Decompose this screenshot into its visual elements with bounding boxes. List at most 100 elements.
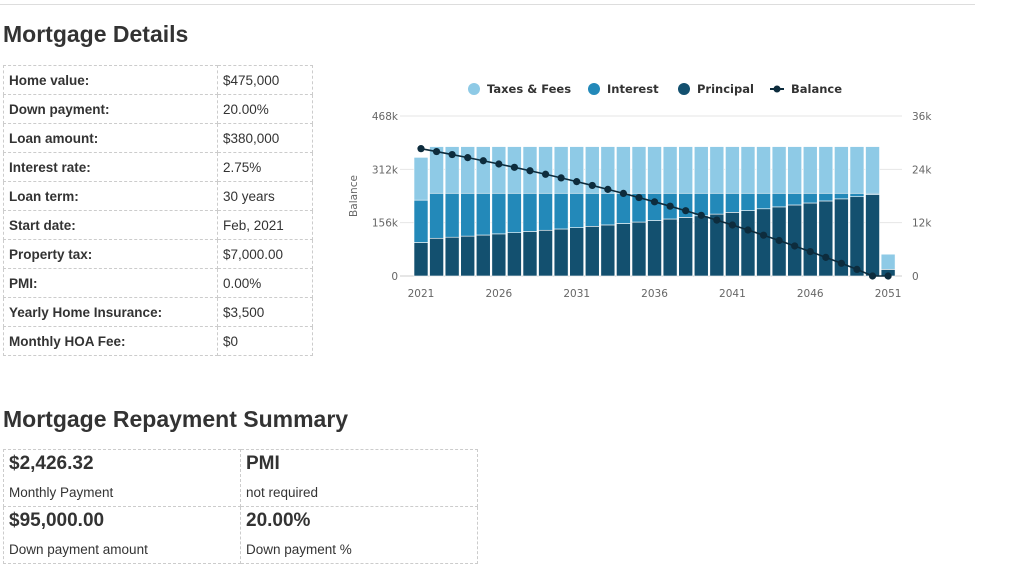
taxes-bar <box>865 146 880 194</box>
taxes-bar <box>709 146 725 194</box>
x-tick-label: 2046 <box>797 288 824 300</box>
x-tick-label: 2021 <box>408 288 435 300</box>
principal-bar <box>849 196 865 277</box>
balance-point <box>853 265 861 273</box>
principal-bar <box>553 228 569 277</box>
interest-bar <box>709 192 725 215</box>
principal-bar <box>429 237 444 277</box>
balance-point <box>448 150 456 159</box>
taxes-bar <box>756 146 771 194</box>
taxes-bar <box>834 146 849 194</box>
legend-label: Principal <box>697 82 754 96</box>
interest-bar <box>429 192 444 239</box>
taxes-bar <box>584 146 600 194</box>
taxes-bar <box>475 146 491 194</box>
balance-point <box>619 189 628 198</box>
principal-bar <box>802 202 818 277</box>
balance-point <box>588 181 596 190</box>
legend-label: Interest <box>607 82 659 96</box>
interest-bar <box>460 192 476 237</box>
balance-point <box>822 253 830 261</box>
principal-bar <box>787 204 802 277</box>
detail-row: Yearly Home Insurance: $3,500 <box>3 297 313 327</box>
y2-tick-label: 24k <box>912 164 932 176</box>
legend-marker <box>678 83 690 95</box>
interest-bar <box>522 192 538 232</box>
principal-bar <box>693 215 709 277</box>
y2-tick-label: 36k <box>912 111 932 123</box>
summary-cell: 20.00% Down payment % <box>240 506 478 564</box>
x-tick-label: 2031 <box>563 288 590 300</box>
detail-label: Interest rate: <box>3 152 218 182</box>
y-tick-label: 468k <box>372 111 399 123</box>
taxes-bar <box>802 146 818 194</box>
y-tick-label: 312k <box>372 164 399 176</box>
taxes-bar <box>662 146 678 194</box>
top-divider <box>0 4 975 5</box>
principal-bar <box>662 218 678 277</box>
balance-point <box>775 236 783 245</box>
summary-value: PMI <box>246 453 280 474</box>
taxes-bar <box>413 157 429 201</box>
summary-cell: PMI not required <box>240 449 478 507</box>
taxes-bar <box>429 146 444 194</box>
balance-point <box>510 163 519 171</box>
balance-point <box>682 207 690 215</box>
interest-bar <box>569 192 584 228</box>
detail-row: PMI: 0.00% <box>3 268 313 298</box>
interest-bar <box>507 192 522 234</box>
principal-bar <box>616 223 631 277</box>
balance-point <box>806 247 814 256</box>
detail-label: Loan term: <box>3 181 218 211</box>
detail-value: $0 <box>217 326 313 356</box>
interest-bar <box>413 199 429 243</box>
taxes-bar <box>740 146 756 194</box>
balance-point <box>417 145 425 153</box>
detail-row: Property tax: $7,000.00 <box>3 239 313 269</box>
balance-point <box>495 160 503 168</box>
taxes-bar <box>553 146 569 194</box>
principal-bar <box>507 232 522 277</box>
principal-bar <box>413 242 429 277</box>
balance-point <box>541 170 550 178</box>
taxes-bar <box>647 146 662 194</box>
balance-point <box>884 272 892 280</box>
interest-bar <box>802 192 818 204</box>
principal-bar <box>522 231 538 277</box>
detail-row: Loan amount: $380,000 <box>3 123 313 153</box>
detail-value: 2.75% <box>217 152 313 182</box>
y2-tick-label: 12k <box>912 218 932 230</box>
taxes-bar <box>538 146 553 194</box>
x-tick-label: 2051 <box>875 288 902 300</box>
principal-bar <box>865 194 880 277</box>
detail-value: $7,000.00 <box>217 239 313 269</box>
principal-bar <box>584 226 600 277</box>
principal-bar <box>740 210 756 277</box>
principal-bar <box>491 233 507 277</box>
balance-point <box>573 178 581 186</box>
detail-label: Monthly HOA Fee: <box>3 326 218 356</box>
taxes-bar <box>569 146 584 194</box>
detail-row: Interest rate: 2.75% <box>3 152 313 182</box>
principal-bar <box>756 208 771 277</box>
summary-value: $95,000.00 <box>9 510 105 531</box>
balance-point <box>432 147 441 156</box>
interest-bar <box>538 192 553 231</box>
x-tick-label: 2036 <box>641 288 668 300</box>
interest-bar <box>725 192 740 213</box>
interest-bar <box>740 192 756 211</box>
balance-point <box>635 193 643 202</box>
principal-bar <box>600 224 616 277</box>
taxes-bar <box>818 146 834 194</box>
legend-label: Taxes & Fees <box>487 82 571 96</box>
summary-caption: Down payment % <box>246 542 352 557</box>
taxes-bar <box>787 146 802 194</box>
detail-label: Yearly Home Insurance: <box>3 297 218 327</box>
balance-point <box>479 157 487 165</box>
taxes-bar <box>631 146 647 194</box>
interest-bar <box>787 192 802 206</box>
detail-value: $380,000 <box>217 123 313 153</box>
balance-point <box>604 185 612 193</box>
legend-marker <box>773 85 781 93</box>
detail-label: Home value: <box>3 65 218 95</box>
